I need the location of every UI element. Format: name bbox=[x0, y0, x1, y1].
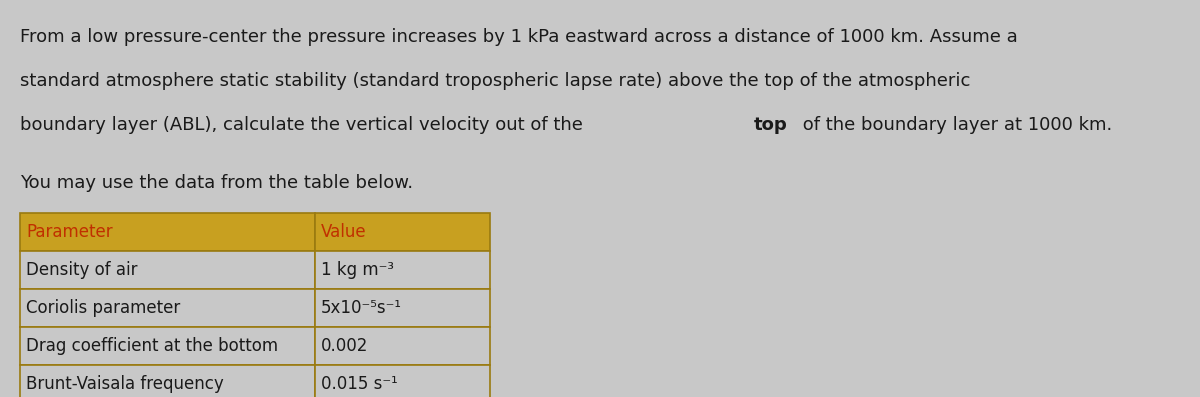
Text: From a low pressure-center the pressure increases by 1 kPa eastward across a dis: From a low pressure-center the pressure … bbox=[20, 28, 1018, 46]
Bar bbox=[20, 213, 314, 251]
Text: 0.002: 0.002 bbox=[322, 337, 368, 355]
Text: Coriolis parameter: Coriolis parameter bbox=[26, 299, 180, 317]
Bar bbox=[314, 289, 490, 327]
Bar bbox=[314, 251, 490, 289]
Text: Value: Value bbox=[322, 223, 367, 241]
Text: Brunt-Vaisala frequency: Brunt-Vaisala frequency bbox=[26, 375, 223, 393]
Bar bbox=[314, 213, 490, 251]
Text: You may use the data from the table below.: You may use the data from the table belo… bbox=[20, 174, 413, 192]
Bar bbox=[20, 251, 314, 289]
Text: Density of air: Density of air bbox=[26, 261, 138, 279]
Text: Parameter: Parameter bbox=[26, 223, 113, 241]
Bar bbox=[20, 327, 314, 365]
Text: boundary layer (ABL), calculate the vertical velocity out of the: boundary layer (ABL), calculate the vert… bbox=[20, 116, 589, 134]
Bar bbox=[20, 289, 314, 327]
Text: 1 kg m⁻³: 1 kg m⁻³ bbox=[322, 261, 394, 279]
Text: standard atmosphere static stability (standard tropospheric lapse rate) above th: standard atmosphere static stability (st… bbox=[20, 72, 971, 90]
Bar bbox=[20, 365, 314, 397]
Bar bbox=[314, 327, 490, 365]
Text: 5x10⁻⁵s⁻¹: 5x10⁻⁵s⁻¹ bbox=[322, 299, 402, 317]
Text: Drag coefficient at the bottom: Drag coefficient at the bottom bbox=[26, 337, 278, 355]
Text: top: top bbox=[754, 116, 787, 134]
Text: 0.015 s⁻¹: 0.015 s⁻¹ bbox=[322, 375, 397, 393]
Bar bbox=[314, 365, 490, 397]
Text: of the boundary layer at 1000 km.: of the boundary layer at 1000 km. bbox=[797, 116, 1112, 134]
